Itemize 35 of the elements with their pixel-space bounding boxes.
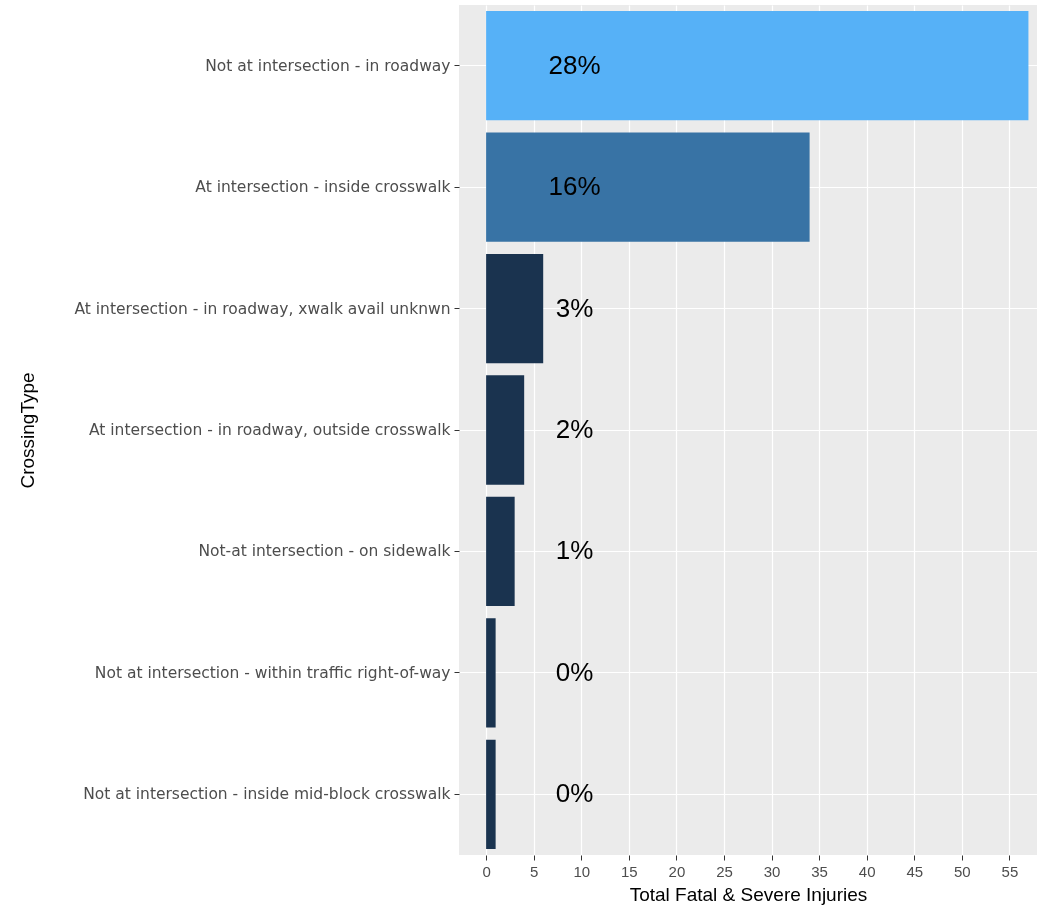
x-tick-label: 50 [953,862,971,880]
bar [486,618,496,728]
x-axis-title: Total Fatal & Severe Injuries [629,883,868,905]
bar [486,253,544,364]
annotation: 1% [555,535,594,566]
bar [486,11,1029,121]
annotation: 28% [548,49,601,80]
y-tick-label: Not-at intersection - on sidewalk [198,542,451,561]
annotation: 2% [555,414,594,444]
x-tick-label: 0 [482,862,491,880]
y-tick-label: Not at intersection - in roadway [205,56,451,75]
annotation: 16% [548,171,601,202]
bar [486,375,525,485]
y-tick-label: Not at intersection - inside mid-block crosswalk [83,785,451,804]
x-tick-label: 35 [811,862,828,880]
y-tick-label: At intersection - in roadway, outside crosswalk [88,421,451,439]
y-tick-label: At intersection - in roadway, xwalk avail unknwn [74,299,451,318]
x-tick-label: 45 [906,862,924,880]
x-tick-label: 20 [668,862,686,880]
y-tick-label: Not at intersection - within traffic right-of-way [94,663,451,682]
y-tick-label: At intersection - inside crosswalk [195,178,451,197]
y-axis-title: CrossingType [16,372,38,489]
annotation: 3% [555,292,594,323]
x-tick-label: 40 [858,862,876,880]
annotation: 0% [555,778,594,809]
x-tick-label: 55 [1001,862,1019,880]
annotation: 0% [555,656,594,687]
bar [486,739,496,849]
x-tick-label: 25 [716,862,733,880]
x-tick-label: 5 [530,862,539,880]
bar [486,496,515,607]
bar [486,132,810,242]
x-tick-label: 10 [573,862,591,880]
x-tick-label: 30 [763,862,781,880]
x-tick-label: 15 [620,862,638,880]
